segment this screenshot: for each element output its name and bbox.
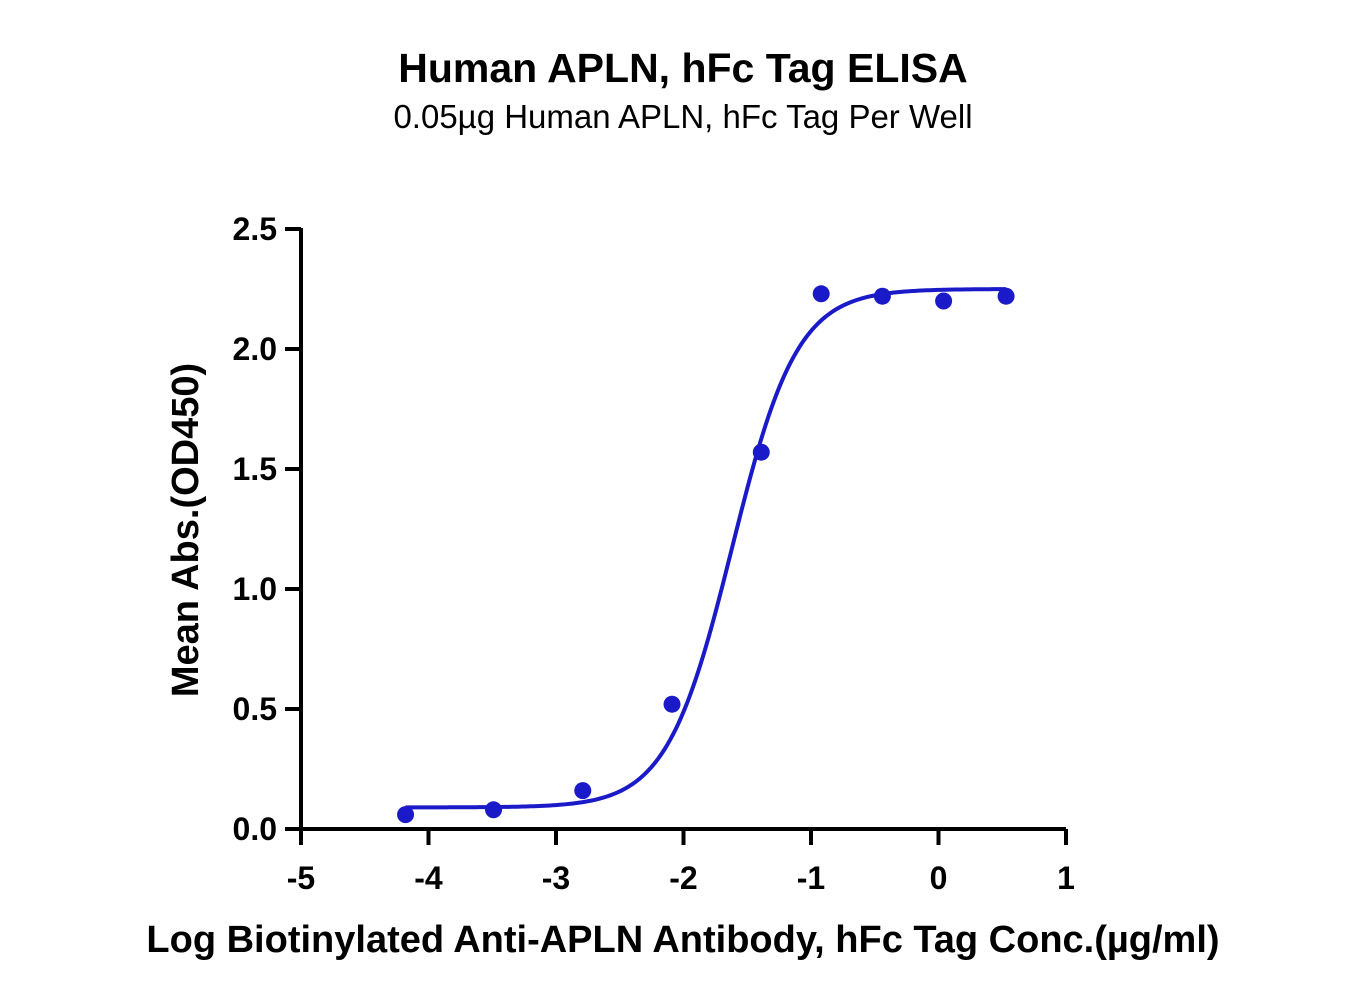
- data-point: [574, 782, 592, 800]
- y-tick-label: 2.0: [233, 331, 277, 367]
- y-axis-ticks: 0.0 0.5 1.0 1.5 2.0 2.5: [233, 211, 301, 847]
- x-tick-label: -5: [287, 860, 315, 896]
- y-tick-label: 1.5: [233, 451, 277, 487]
- x-tick-label: -3: [542, 860, 570, 896]
- chart-title: Human APLN, hFc Tag ELISA: [398, 45, 967, 91]
- x-tick-label: -4: [414, 860, 443, 896]
- data-points: [397, 285, 1015, 824]
- x-tick-label: 0: [930, 860, 948, 896]
- y-tick-label: 0.0: [233, 811, 277, 847]
- data-point: [752, 443, 770, 461]
- x-tick-label: 1: [1057, 860, 1075, 896]
- data-point: [997, 287, 1015, 305]
- data-point: [663, 695, 681, 713]
- data-point: [873, 287, 891, 305]
- fit-curve: [405, 287, 1007, 810]
- data-point: [935, 292, 953, 310]
- x-axis-label: Log Biotinylated Anti-APLN Antibody, hFc…: [146, 919, 1219, 961]
- y-tick-label: 2.5: [233, 211, 277, 247]
- x-tick-label: -1: [797, 860, 825, 896]
- y-tick-label: 1.0: [233, 571, 277, 607]
- data-point: [812, 285, 830, 303]
- x-axis-ticks: -5 -4 -3 -2 -1 0 1: [287, 829, 1075, 896]
- x-tick-label: -2: [669, 860, 697, 896]
- y-tick-label: 0.5: [233, 691, 277, 727]
- y-axis-label: Mean Abs.(OD450): [165, 363, 207, 697]
- data-point: [485, 801, 503, 819]
- data-point: [397, 806, 415, 824]
- chart-subtitle: 0.05µg Human APLN, hFc Tag Per Well: [393, 98, 972, 135]
